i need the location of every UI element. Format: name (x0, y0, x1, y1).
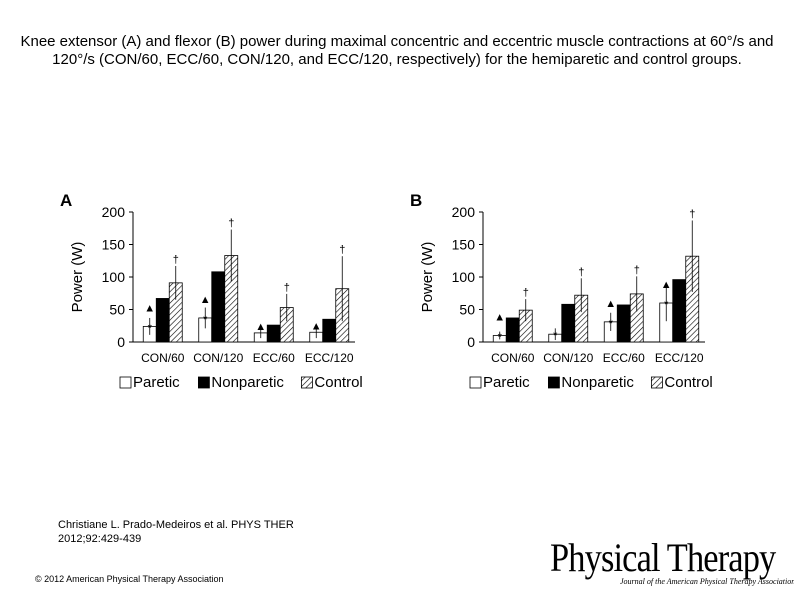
bar-nonparetic-ecc-60 (266, 324, 281, 343)
category-label: ECC/120 (655, 351, 704, 365)
y-axis-title: Power (W) (419, 242, 436, 313)
legend-label-paretic: Paretic (483, 374, 530, 391)
y-tick-label: 50 (109, 302, 125, 318)
citation-authors: Christiane L. Prado-Medeiros et al. PHYS… (58, 519, 294, 531)
category-label: CON/60 (141, 351, 185, 365)
legend-swatch-paretic (119, 376, 132, 389)
journal-name: Physical Therapy (550, 535, 776, 580)
legend-label-control: Control (314, 374, 362, 391)
y-tick-label: 50 (459, 302, 475, 318)
legend-label-control: Control (664, 374, 712, 391)
y-tick-label: 200 (102, 204, 126, 220)
panel-letter: B (410, 191, 422, 210)
y-tick-label: 0 (467, 334, 475, 350)
y-tick-label: 150 (102, 237, 126, 253)
bar-nonparetic-con-120 (561, 303, 576, 343)
triangle-marker: ▲ (144, 302, 155, 314)
y-tick-label: 200 (452, 204, 476, 220)
asterisk-marker: * (148, 322, 153, 334)
legend-swatch-nonparetic (547, 376, 560, 389)
bar-nonparetic-ecc-120 (672, 279, 687, 343)
triangle-marker: ▲ (255, 321, 266, 333)
legend-swatch-nonparetic (197, 376, 210, 389)
legend-swatch-paretic (469, 376, 482, 389)
dagger-marker: † (228, 218, 234, 230)
asterisk-marker: * (664, 299, 669, 311)
bar-nonparetic-ecc-60 (616, 304, 631, 343)
asterisk-marker: * (553, 330, 558, 342)
bar-nonparetic-ecc-120 (322, 318, 337, 343)
citation: Christiane L. Prado-Medeiros et al. PHYS… (58, 518, 294, 546)
triangle-marker: ▲ (311, 320, 322, 332)
chart-panel-a: A 0 50 100 150 200 Power (W) CON/60 CON/120 ECC/6… (55, 180, 395, 405)
bar-nonparetic-con-60 (505, 317, 520, 343)
citation-volume: 2012;92:429-439 (58, 533, 142, 545)
dagger-marker: † (689, 208, 695, 220)
chart-b-svg: B 0 50 100 150 200 Power (W) CON/60 CON/120 ECC/6… (410, 191, 713, 391)
category-label: CON/120 (543, 351, 593, 365)
y-tick-label: 0 (117, 334, 125, 350)
category-label: ECC/120 (305, 351, 354, 365)
y-tick-label: 100 (452, 269, 476, 285)
copyright-notice: © 2012 American Physical Therapy Associa… (35, 574, 224, 584)
chart-a-svg: A 0 50 100 150 200 Power (W) CON/60 CON/120 ECC/6… (60, 191, 363, 391)
slide-title: Knee extensor (A) and flexor (B) power d… (20, 33, 774, 68)
category-label: CON/120 (193, 351, 243, 365)
triangle-marker: ▲ (661, 279, 672, 291)
asterisk-marker: * (498, 332, 503, 344)
category-label: CON/60 (491, 351, 535, 365)
asterisk-marker: * (203, 314, 208, 326)
category-label: ECC/60 (253, 351, 295, 365)
dagger-marker: † (284, 282, 290, 294)
journal-subtitle: Journal of the American Physical Therapy… (620, 577, 794, 586)
category-label: ECC/60 (603, 351, 645, 365)
bar-nonparetic-con-60 (155, 298, 170, 343)
dagger-marker: † (173, 254, 179, 266)
y-axis-title: Power (W) (69, 242, 86, 313)
legend-swatch-control (300, 376, 313, 389)
y-tick-label: 100 (102, 269, 126, 285)
dagger-marker: † (634, 264, 640, 276)
triangle-marker: ▲ (200, 294, 211, 306)
legend-swatch-control (650, 376, 663, 389)
triangle-marker: ▲ (605, 298, 616, 310)
triangle-marker: ▲ (494, 312, 505, 324)
dagger-marker: † (578, 266, 584, 278)
asterisk-marker: * (609, 318, 614, 330)
legend-label-nonparetic: Nonparetic (561, 374, 634, 391)
panel-letter: A (60, 191, 72, 210)
legend-label-nonparetic: Nonparetic (211, 374, 284, 391)
journal-logo: Physical Therapy Journal of the American… (550, 535, 794, 587)
legend-label-paretic: Paretic (133, 374, 180, 391)
y-tick-label: 150 (452, 237, 476, 253)
bar-nonparetic-con-120 (211, 271, 226, 343)
chart-panel-b: B 0 50 100 150 200 Power (W) CON/60 CON/120 ECC/6… (405, 180, 745, 405)
dagger-marker: † (523, 287, 529, 299)
dagger-marker: † (339, 244, 345, 256)
